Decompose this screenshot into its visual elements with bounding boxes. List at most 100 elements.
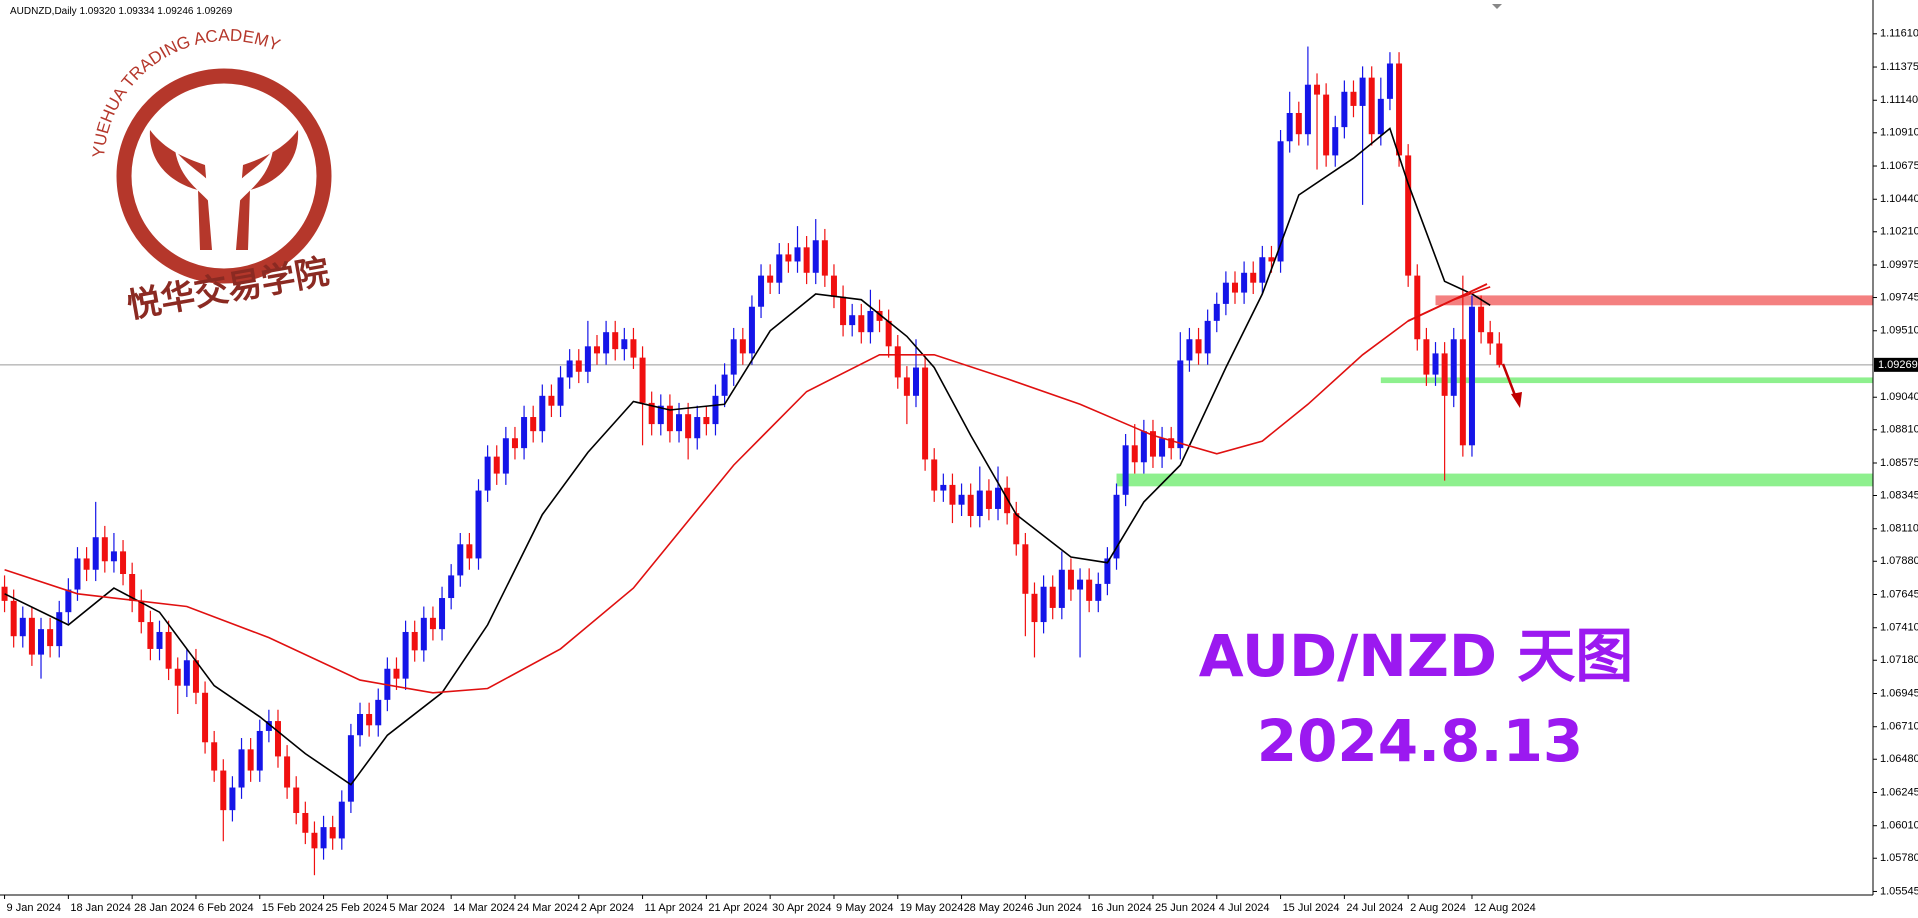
candle-body [1013,513,1020,545]
candle-body [165,631,172,669]
y-tick-label: 1.06245 [1880,786,1918,798]
candle-body [1359,77,1366,106]
candle-body [1231,282,1238,293]
candle-body [1405,155,1412,276]
candle-body [1386,63,1393,99]
candle-body [1487,332,1494,344]
moving-average-line [4,286,1491,694]
arrow-shaft [1501,363,1518,399]
candle-body [830,275,837,297]
y-tick-label: 1.08345 [1880,489,1918,501]
candle-body [721,374,728,396]
candle-body [849,315,856,326]
candle-body [420,617,427,651]
candle-body [758,275,765,307]
candle-body [1,586,8,601]
zone [1116,473,1873,487]
candle-body [1314,84,1321,95]
y-tick-label: 1.09975 [1880,259,1918,271]
candle-body [138,600,145,623]
y-tick-label: 1.07645 [1880,588,1918,600]
candle-body [147,622,154,649]
x-tick-label: 15 Feb 2024 [262,902,324,914]
candle-body [676,414,683,432]
candle-body [1441,353,1448,396]
candle-body [931,459,938,491]
x-tick-label: 5 Mar 2024 [389,902,445,914]
candle-body [1022,544,1029,594]
x-tick-label: 6 Feb 2024 [198,902,254,914]
candle-body [347,735,354,802]
candle-body [156,631,163,649]
candle-body [1478,306,1485,333]
x-tick-label: 11 Apr 2024 [645,902,704,914]
x-tick-label: 16 Jun 2024 [1091,902,1152,914]
candle-body [593,346,600,354]
zone [1435,295,1873,306]
x-tick-label: 28 May 2024 [964,902,1028,914]
candle-body [457,544,464,576]
y-tick-label: 1.10675 [1880,160,1918,172]
arrow-head [1511,392,1522,408]
candle-body [530,417,537,432]
candle-body [101,537,108,562]
candle-body [1113,494,1120,559]
candle-body [748,306,755,354]
candle-body [1222,282,1229,304]
candle-body [894,346,901,378]
candle-body [120,551,127,574]
candle-body [912,367,919,396]
candle-body [1368,77,1375,135]
candle-body [1277,141,1284,262]
candle-body [867,310,874,333]
candle-body [329,827,336,839]
x-tick-label: 21 Apr 2024 [708,902,767,914]
candle-body [639,357,646,403]
candle-body [958,494,965,505]
candle-body [1332,127,1339,156]
candle-body [448,575,455,599]
candle-body [794,247,801,262]
candle-body [83,558,90,570]
x-tick-label: 25 Feb 2024 [326,902,388,914]
candle-body [302,812,309,833]
y-tick-label: 1.08810 [1880,424,1918,436]
candle-body [876,310,883,321]
candle-body [903,377,910,396]
candle-body [1450,339,1457,396]
candle-body [183,660,190,686]
y-tick-label: 1.06945 [1880,687,1918,699]
plot-area [0,46,1873,876]
candle-body [1122,445,1129,495]
candle-body [202,692,209,743]
candle-body [247,749,254,771]
candle-body [949,484,956,505]
scroll-marker [1492,4,1502,9]
candle-body [65,589,72,613]
candle-body [1304,84,1311,135]
candle-body [703,417,710,425]
candle-body [566,360,573,378]
candle-body [685,414,692,439]
candle-body [1195,339,1202,354]
candle-body [1295,112,1302,135]
candle-body [1259,257,1266,283]
candle-body [1140,431,1147,463]
candle-body [840,296,847,326]
candle-body [357,713,364,736]
y-tick-label: 1.10910 [1880,127,1918,139]
candle-body [739,339,746,354]
candle-body [466,544,473,559]
candle-body [885,320,892,347]
candle-body [1250,272,1257,283]
candle-body [1040,586,1047,623]
candle-body [366,713,373,726]
candle-body [521,417,528,449]
candle-body [995,487,1002,509]
candle-body [1177,360,1184,449]
candle-body [785,254,792,262]
last-price-label: 1.09269 [1878,359,1918,371]
candle-body [767,275,774,283]
candle-body [666,405,673,432]
